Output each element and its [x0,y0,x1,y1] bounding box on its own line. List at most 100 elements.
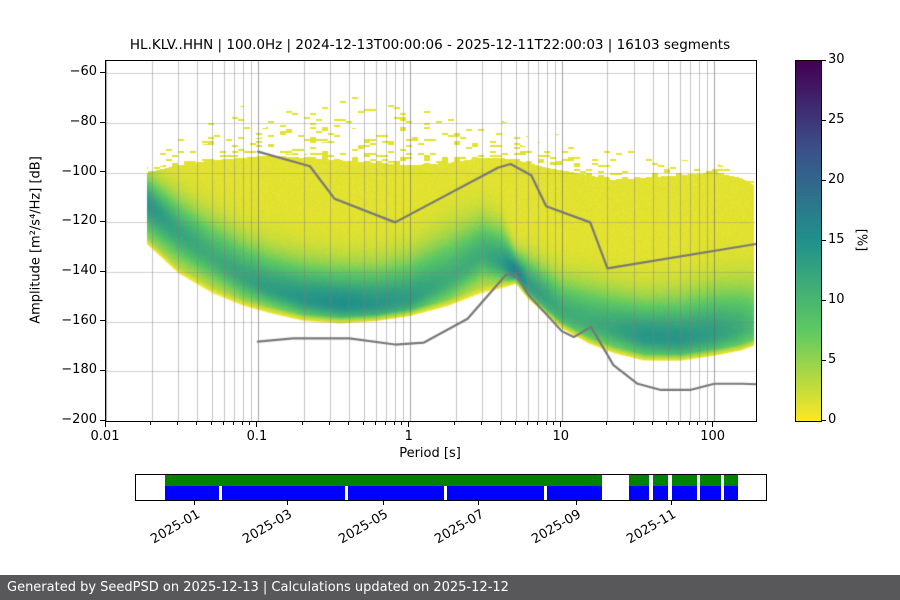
y-tick-mark [100,270,105,272]
timeline-tick-label: 2025-11 [624,507,680,548]
x-minor-tick-mark [632,422,634,425]
ppsd-heatmap-canvas [106,61,756,421]
x-tick-mark [104,422,106,427]
timeline-tick-mark [382,501,384,505]
x-minor-tick-mark [605,422,607,425]
data-coverage-segment [222,486,345,500]
data-coverage-segment [671,486,697,500]
timeline-tick-label: 2025-01 [147,507,203,548]
x-minor-tick-mark [150,422,152,425]
x-minor-tick-mark [553,422,555,425]
y-tick-mark [100,419,105,421]
timeline-tick-mark [575,501,577,505]
psd-coverage-segment [724,475,738,486]
y-tick-mark [100,121,105,123]
x-minor-tick-mark [176,422,178,425]
x-tick-mark [560,422,562,427]
data-coverage-segment [347,486,445,500]
timeline-tick-label: 2025-05 [336,507,391,548]
timeline-tick-mark [478,501,480,505]
x-tick-label: 0.1 [246,429,268,444]
timeline-tick-label: 2025-09 [528,507,584,548]
x-minor-tick-mark [705,422,707,425]
x-axis-label: Period [s] [399,446,461,461]
psd-coverage-segment [653,475,668,486]
colorbar-tick-mark [822,419,826,421]
x-tick-label: 1 [404,429,413,444]
x-minor-tick-mark [678,422,680,425]
x-minor-tick-mark [328,422,330,425]
colorbar-tick-mark [822,359,826,361]
data-coverage-segment [700,486,722,500]
x-tick-label: 100 [700,429,726,444]
y-tick-mark [100,220,105,222]
x-minor-tick-mark [249,422,251,425]
colorbar-label: [%] [853,228,869,252]
x-minor-tick-mark [374,422,376,425]
timeline-tick-mark [286,501,288,505]
x-tick-label: 10 [552,429,569,444]
x-minor-tick-mark [393,422,395,425]
y-tick-label: −100 [61,163,97,179]
colorbar-tick-label: 15 [828,232,845,247]
timeline-tick-label: 2025-07 [431,507,487,548]
x-minor-tick-mark [651,422,653,425]
y-axis-label: Amplitude [m²/s⁴/Hz] [dB] [28,156,44,324]
timeline-coverage-bar [135,474,767,501]
x-minor-tick-mark [384,422,386,425]
colorbar-tick-label: 20 [828,172,845,187]
x-minor-tick-mark [362,422,364,425]
colorbar-tick-label: 0 [828,412,837,427]
x-minor-tick-mark [499,422,501,425]
x-minor-tick-mark [454,422,456,425]
x-minor-tick-mark [697,422,699,425]
colorbar-tick-mark [822,179,826,181]
colorbar-tick-mark [822,239,826,241]
x-minor-tick-mark [545,422,547,425]
x-minor-tick-mark [347,422,349,425]
psd-coverage-segment [700,475,722,486]
y-tick-label: −160 [61,312,97,328]
x-minor-tick-mark [536,422,538,425]
x-minor-tick-mark [232,422,234,425]
colorbar-tick-mark [822,119,826,121]
colorbar-tick-mark [822,299,826,301]
x-tick-label: 0.01 [90,429,120,444]
timeline-tick-label: 2025-03 [240,507,295,548]
colorbar-tick-label: 10 [828,292,845,307]
y-tick-label: −180 [61,362,97,378]
data-coverage-segment [724,486,738,500]
colorbar-tick-mark [822,59,826,61]
x-minor-tick-mark [222,422,224,425]
x-minor-tick-mark [195,422,197,425]
x-minor-tick-mark [514,422,516,425]
y-tick-label: −200 [61,412,97,427]
x-minor-tick-mark [666,422,668,425]
x-minor-tick-mark [526,422,528,425]
psd-coverage-segment [671,475,697,486]
colorbar [795,60,822,422]
x-minor-tick-mark [210,422,212,425]
timeline-tick-mark [194,501,196,505]
data-coverage-segment [547,486,603,500]
y-tick-label: −80 [69,114,97,130]
data-coverage-segment [447,486,545,500]
x-tick-mark [256,422,258,427]
y-tick-label: −60 [69,64,97,80]
x-minor-tick-mark [241,422,243,425]
colorbar-canvas [796,61,821,421]
chart-title: HL.KLV..HHN | 100.0Hz | 2024-12-13T00:00… [129,37,731,53]
timeline-tick-mark [671,501,673,505]
x-minor-tick-mark [302,422,304,425]
x-minor-tick-mark [688,422,690,425]
y-tick-label: −140 [61,263,97,279]
y-tick-mark [100,71,105,73]
x-tick-mark [408,422,410,427]
x-tick-mark [712,422,714,427]
data-coverage-segment [629,486,650,500]
y-tick-mark [100,369,105,371]
footer-bar: Generated by SeedPSD on 2025-12-13 | Cal… [0,575,900,600]
x-minor-tick-mark [480,422,482,425]
data-coverage-segment [653,486,668,500]
